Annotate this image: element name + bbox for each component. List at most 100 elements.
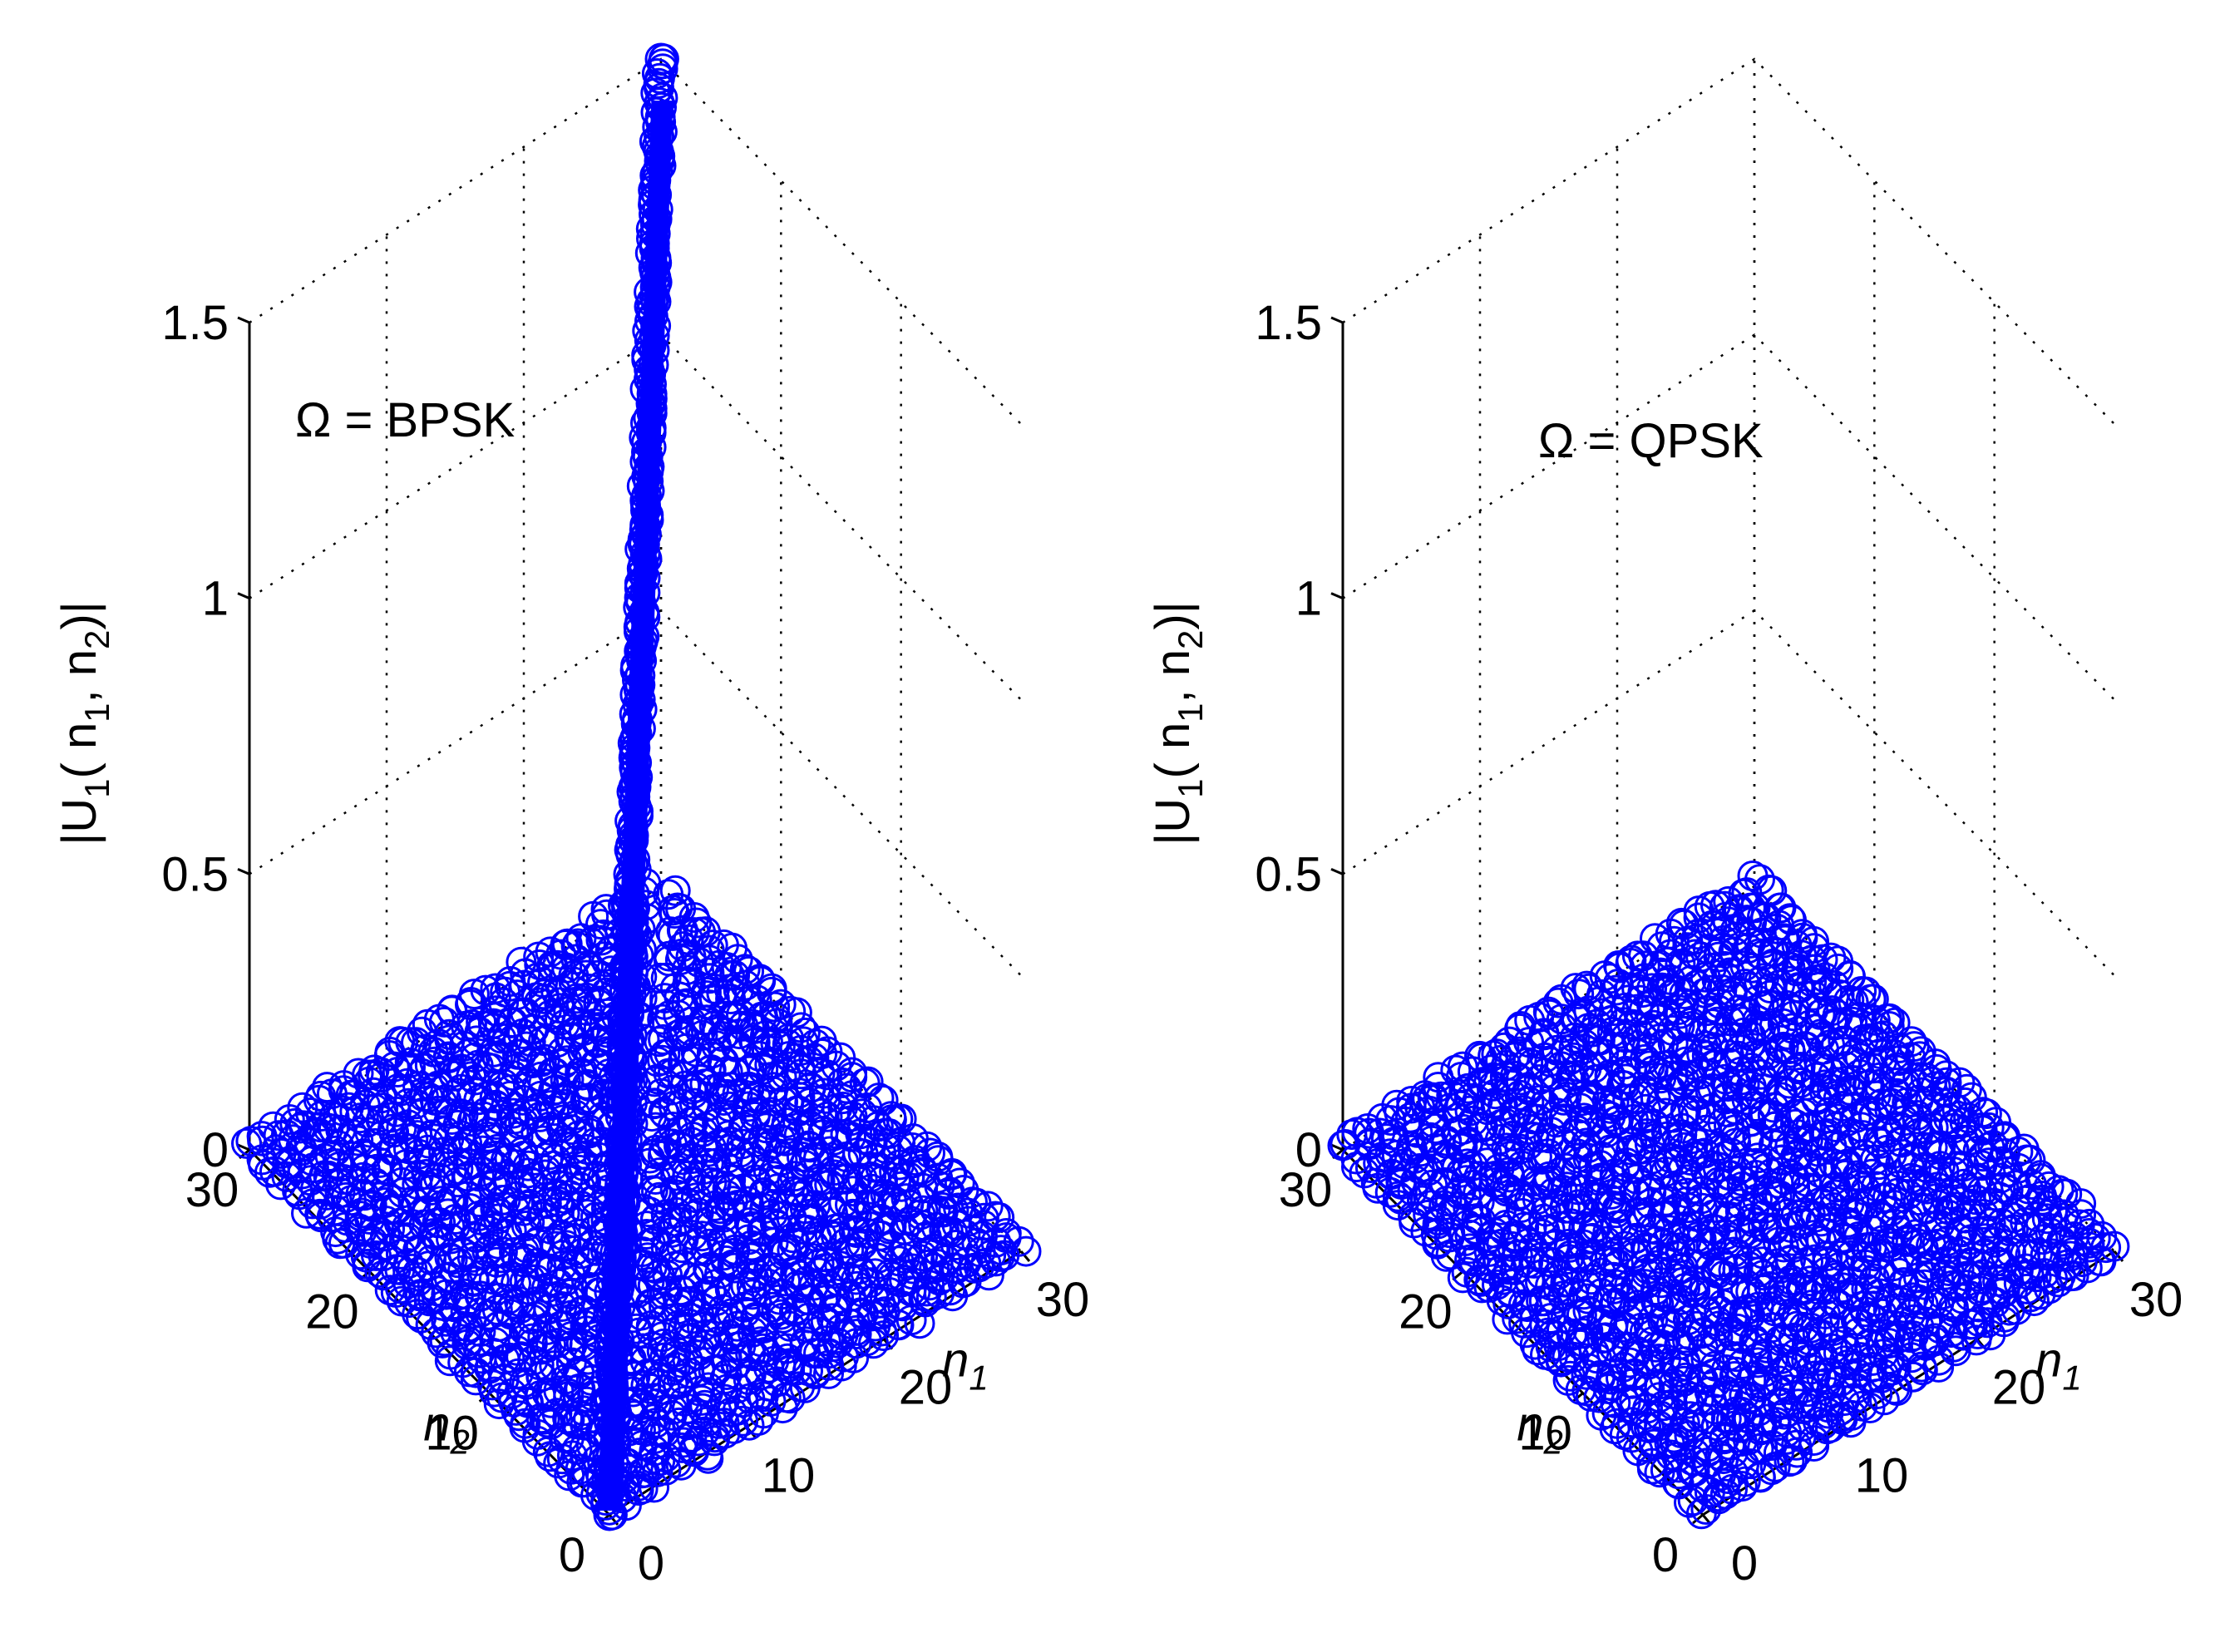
n1-axis-label: n1 <box>942 1333 989 1397</box>
data-point <box>431 1305 462 1337</box>
data-point <box>696 1132 727 1163</box>
data-point <box>1364 1117 1396 1149</box>
n2-tick-label: 30 <box>185 1163 239 1217</box>
data-point <box>1924 1151 1956 1182</box>
data-point <box>682 1399 713 1431</box>
data-point <box>1454 1233 1486 1265</box>
data-point <box>466 1260 498 1291</box>
data-point <box>1755 1158 1787 1190</box>
n1-tick-label: 20 <box>1992 1361 2046 1415</box>
data-point <box>860 1310 891 1342</box>
data-point <box>1793 1009 1825 1041</box>
data-point <box>1447 1262 1478 1294</box>
data-point <box>1694 1160 1725 1191</box>
data-point <box>1961 1324 1992 1356</box>
data-point <box>666 1347 698 1378</box>
data-point <box>1526 1285 1557 1317</box>
data-point <box>1706 974 1738 1005</box>
diagonal-data-point <box>619 771 652 803</box>
n2-tick-label: 20 <box>1399 1285 1453 1339</box>
n2-tick-label: 30 <box>1279 1163 1333 1217</box>
data-point <box>952 1197 984 1229</box>
data-point <box>1940 1335 1971 1367</box>
data-point <box>803 1338 834 1369</box>
data-point <box>904 1308 935 1339</box>
data-point <box>1563 979 1595 1010</box>
data-point <box>718 1237 750 1269</box>
data-point <box>1754 973 1786 1004</box>
diagonal-data-point <box>601 1255 634 1289</box>
data-point <box>1662 1467 1693 1499</box>
n1-axis-label: n1 <box>2035 1333 2082 1397</box>
data-point <box>1894 1322 1926 1354</box>
data-point <box>875 1259 905 1290</box>
data-point <box>503 1023 535 1054</box>
data-point <box>1868 1384 1900 1416</box>
data-point <box>322 1223 353 1255</box>
data-point <box>648 1023 679 1055</box>
data-point <box>1744 1462 1776 1493</box>
data-point <box>733 1091 764 1122</box>
data-point <box>1778 1225 1809 1256</box>
data-point <box>1837 1006 1868 1038</box>
diagonal-data-point <box>627 528 660 561</box>
data-point <box>728 1387 759 1418</box>
data-point <box>418 1073 450 1104</box>
series-annotation: Ω = QPSK <box>1538 414 1764 468</box>
data-point <box>1626 1020 1658 1052</box>
data-point <box>904 1244 935 1275</box>
data-point <box>364 1256 396 1288</box>
z-axis-label: |U1( n1, n2)| <box>1146 601 1210 846</box>
data-point <box>1546 1344 1576 1376</box>
data-point <box>813 1358 844 1389</box>
data-point <box>571 1084 603 1116</box>
diagonal-spike <box>590 42 679 1531</box>
data-point <box>665 1449 697 1481</box>
data-point <box>231 1127 262 1159</box>
data-point <box>673 1308 705 1339</box>
z-tick <box>1330 1143 1344 1151</box>
data-point <box>546 1443 578 1475</box>
data-point <box>677 1143 708 1174</box>
data-point <box>1609 1230 1640 1262</box>
data-point <box>1665 1232 1696 1264</box>
data-point <box>735 1249 767 1280</box>
data-point <box>1492 1288 1524 1319</box>
data-point <box>1382 1190 1413 1221</box>
data-point <box>728 1405 759 1437</box>
data-point <box>1454 1220 1486 1250</box>
data-point <box>1784 1052 1816 1082</box>
data-point <box>1577 1222 1608 1254</box>
data-point <box>291 1197 322 1229</box>
data-point <box>1782 1437 1813 1468</box>
data-point <box>1675 1145 1706 1176</box>
data-point <box>1765 892 1797 924</box>
data-point <box>382 1057 413 1087</box>
data-point <box>1907 1354 1938 1386</box>
gridline-horizontal <box>1342 57 2115 425</box>
data-point <box>429 1325 461 1357</box>
data-point <box>876 1186 908 1218</box>
n1-tick-label: 0 <box>638 1536 664 1590</box>
diagonal-data-point <box>636 285 669 318</box>
n1-tick-label: 10 <box>1855 1448 1909 1502</box>
data-point <box>1633 1196 1665 1228</box>
n2-tick-label: 10 <box>425 1407 479 1461</box>
data-point <box>1669 979 1700 1009</box>
data-point <box>1812 1240 1843 1271</box>
gridline-horizontal <box>249 609 1022 977</box>
data-point <box>1672 1325 1703 1356</box>
data-point <box>460 1364 491 1396</box>
data-point <box>265 1169 297 1201</box>
data-point <box>770 1265 802 1297</box>
data-point <box>874 1213 905 1245</box>
data-point <box>427 1147 459 1178</box>
data-point <box>1385 1166 1417 1198</box>
data-point <box>1486 1285 1517 1316</box>
data-point <box>561 1016 593 1048</box>
data-point <box>1481 1038 1512 1070</box>
data-point <box>1341 1151 1372 1183</box>
data-point <box>730 1270 762 1302</box>
